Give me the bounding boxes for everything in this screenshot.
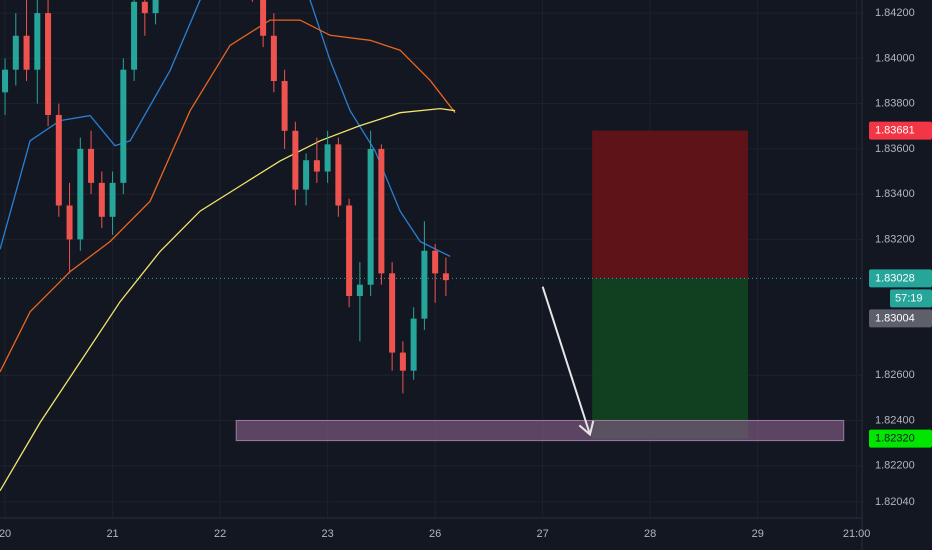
price-marker-label: 1.83004 [875,312,915,324]
candle-body [55,114,62,206]
price-marker [869,121,932,140]
candle-body [281,81,288,131]
x-tick-label: 27 [537,528,549,540]
x-tick-label: 23 [321,528,333,540]
candle-body [442,273,449,281]
x-tick-label: 29 [752,528,764,540]
y-tick-label: 1.82200 [875,460,915,472]
candle-body [34,13,41,70]
price-marker-label: 1.83028 [875,272,915,284]
arrow [541,286,595,437]
x-tick-label: 28 [644,528,656,540]
candle-body [389,273,396,353]
candle-body [152,0,159,14]
candle-body [98,182,105,217]
moving-average [0,107,456,492]
candle-body [88,148,95,183]
candle-body [270,35,277,82]
x-tick-label: 21:00 [843,528,871,540]
candle-body [120,69,127,183]
x-tick-label: 20 [0,528,11,540]
y-tick-label: 1.83600 [875,143,915,155]
candle-body [303,160,310,190]
candle-body [346,205,353,296]
candle-body [410,318,417,371]
candle-body [131,1,138,70]
candle-body [23,35,30,70]
candle-body [109,182,116,217]
candle-body [141,1,148,14]
y-tick-label: 1.82600 [875,369,915,381]
candle-body [432,250,439,274]
candle-body [378,148,385,274]
candle-body [77,148,84,240]
y-tick-label: 1.84200 [875,7,915,19]
candle-body [356,284,363,296]
price-marker-label: 1.82320 [875,432,915,444]
y-tick-label: 1.83800 [875,98,915,110]
candle-body [324,144,331,172]
candle-body [335,144,342,206]
stop-zone [592,130,749,279]
candle-body [2,69,9,93]
candle-body [12,35,19,70]
candle-body [367,148,374,285]
y-tick-label: 1.83200 [875,233,915,245]
countdown-box [890,289,932,308]
price-marker [869,309,932,328]
support-zone [235,419,845,442]
plot-area [0,0,862,492]
moving-average [0,19,456,373]
y-tick-label: 1.83400 [875,188,915,200]
candle-body [421,250,428,319]
candle-body [292,130,299,190]
price-marker [869,269,932,288]
x-tick-label: 26 [429,528,441,540]
y-tick-label: 1.84000 [875,52,915,64]
x-tick-label: 21 [106,528,118,540]
target-zone [592,278,749,439]
y-tick-label: 1.82040 [875,496,915,508]
candle-body [260,0,267,36]
candle-body [313,160,320,172]
candle-body [45,13,52,115]
axes: 1.84200 1.84000 1.83800 1.83600 1.83400 1.832… [0,7,932,540]
moving-average [0,0,451,257]
x-tick-label: 22 [214,528,226,540]
price-marker [869,429,932,448]
price-marker-label: 1.83681 [875,124,915,136]
countdown: 57:19 [895,292,923,304]
y-tick-label: 1.82400 [875,414,915,426]
candle-body [399,352,406,371]
candle-body [66,205,73,240]
